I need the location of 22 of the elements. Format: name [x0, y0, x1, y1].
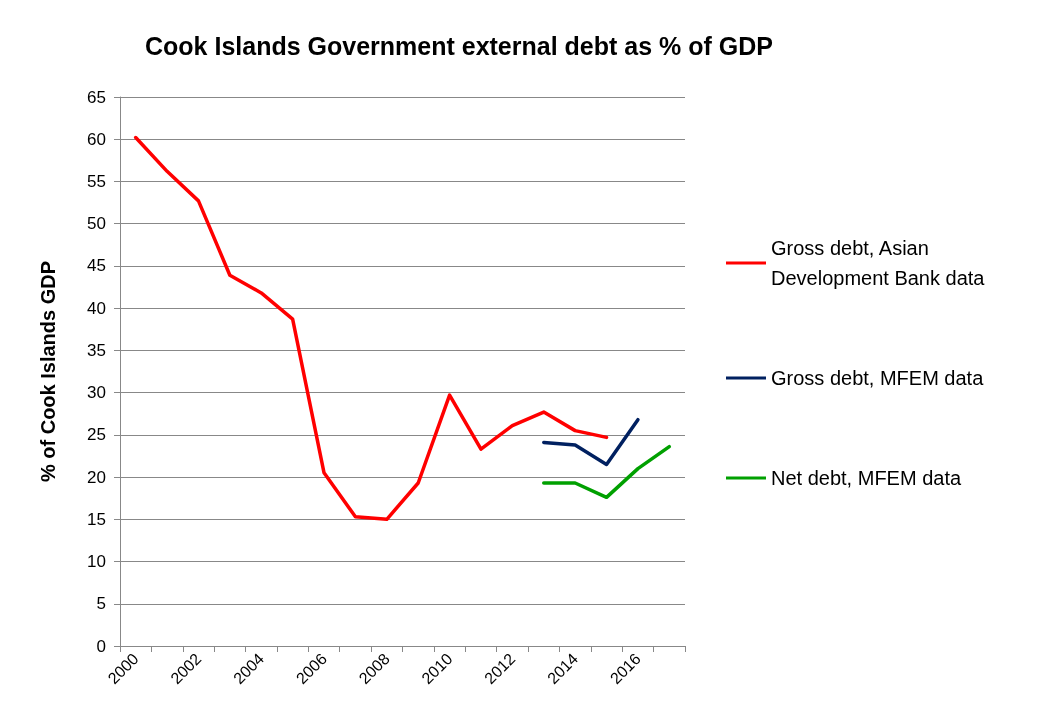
y-axis-title: % of Cook Islands GDP	[37, 260, 59, 483]
y-tick-label: 30	[87, 383, 106, 403]
y-tick-label: 20	[87, 467, 106, 487]
y-tick-label: 65	[87, 87, 106, 107]
y-tick-label: 35	[87, 340, 106, 360]
y-tick-label: 5	[96, 594, 106, 614]
y-tick-label: 25	[87, 425, 106, 445]
y-tick-label: 40	[87, 298, 106, 318]
y-tick-label: 60	[87, 129, 106, 149]
line-series	[542, 444, 672, 500]
line-series	[542, 417, 640, 467]
y-tick-label: 15	[87, 509, 106, 529]
line-series	[133, 135, 609, 522]
legend-label: Net debt, MFEM data	[771, 467, 962, 489]
y-tick-label: 50	[87, 214, 106, 234]
legend-label: Gross debt, MFEM data	[771, 367, 985, 389]
y-tick-label: 45	[87, 256, 106, 276]
y-tick-label: 0	[96, 636, 106, 656]
legend-label: Gross debt, Asian Development Bank data	[771, 237, 986, 289]
y-tick-label: 55	[87, 171, 106, 191]
y-tick-label: 10	[87, 552, 106, 572]
chart-title: Cook Islands Government external debt as % of GDP	[145, 31, 773, 60]
